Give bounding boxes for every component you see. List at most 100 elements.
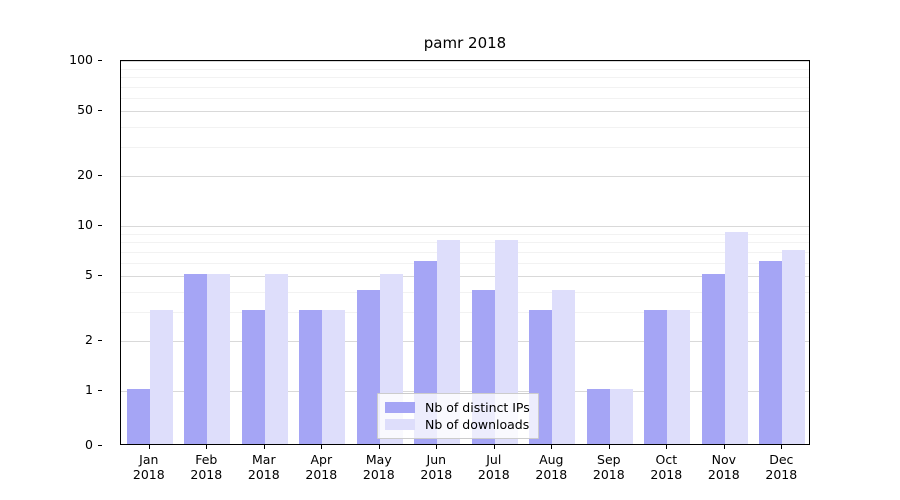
bar	[644, 310, 668, 444]
legend-item-label: Nb of downloads	[425, 416, 530, 432]
x-axis: Jan 2018 Feb 2018 Mar 2018 Apr 2018 May 2018 Jun 20…	[120, 445, 810, 500]
bar	[701, 273, 725, 444]
x-axis-tick-month: Aug	[539, 452, 564, 467]
gridline-minor	[121, 312, 809, 314]
x-axis-tick-label: May 2018	[363, 452, 395, 482]
x-axis-tick-mark	[436, 445, 438, 449]
y-axis-tick-label: 20	[77, 167, 93, 183]
gridline-minor	[121, 262, 809, 264]
y-axis: 0 1 2 5 10 20 50 100	[0, 53, 120, 451]
gridline-minor	[121, 242, 809, 243]
x-axis-tick-year: 2018	[132, 467, 165, 482]
gridline-major	[121, 110, 809, 112]
y-axis-tick-mark	[98, 60, 102, 62]
bar	[552, 289, 576, 444]
x-axis-tick-month: Sep	[597, 452, 621, 467]
bar	[241, 310, 265, 444]
bar	[322, 310, 346, 444]
x-axis-tick-label: Sep 2018	[593, 452, 625, 482]
x-axis-tick-mark	[781, 445, 783, 449]
y-axis-tick-mark	[98, 445, 102, 447]
y-axis-tick-label: 50	[77, 101, 93, 117]
y-axis-tick-mark	[98, 340, 102, 342]
gridline-minor	[121, 68, 809, 70]
x-axis-tick-year: 2018	[362, 467, 395, 482]
x-axis-tick-mark	[551, 445, 553, 449]
gridline-minor	[121, 233, 809, 235]
bar	[356, 289, 380, 444]
x-axis-tick-month: May	[365, 452, 392, 467]
x-axis-tick-mark	[723, 445, 725, 449]
bar	[586, 389, 610, 444]
gridline-major	[121, 226, 809, 227]
x-axis-tick-month: Mar	[252, 452, 276, 467]
chart-title: pamr 2018	[423, 34, 507, 52]
x-axis-tick-year: 2018	[592, 467, 625, 482]
chart-legend: Nb of distinct IPs Nb of downloads	[377, 393, 539, 439]
x-axis-tick-label: Jun 2018	[420, 452, 452, 482]
x-axis-tick-year: 2018	[707, 467, 740, 482]
y-axis-tick-label: 100	[69, 52, 93, 67]
y-axis-tick-label: 2	[85, 332, 93, 348]
x-axis-tick-label: Nov 2018	[708, 452, 740, 482]
legend-item-label: Nb of distinct IPs	[425, 399, 530, 415]
x-axis-tick-mark	[206, 445, 208, 449]
x-axis-tick-label: Aug 2018	[535, 452, 567, 482]
y-axis-tick-mark	[98, 390, 102, 392]
x-axis-tick-month: Oct	[655, 452, 678, 467]
x-axis-tick-label: Jan 2018	[133, 452, 165, 482]
x-axis-tick-year: 2018	[247, 467, 280, 482]
gridline-minor	[121, 97, 809, 99]
gridline-minor	[121, 251, 809, 253]
x-axis-tick-year: 2018	[477, 467, 510, 482]
x-axis-tick-month: Apr	[310, 452, 333, 467]
gridline-major	[121, 391, 809, 392]
gridline-major	[121, 341, 809, 343]
x-axis-tick-mark	[608, 445, 610, 449]
x-axis-tick-month: Nov	[711, 452, 736, 467]
x-axis-tick-label: Oct 2018	[650, 452, 682, 482]
y-axis-tick-label: 5	[85, 266, 93, 282]
x-axis-tick-year: 2018	[420, 467, 453, 482]
bar	[149, 310, 173, 444]
x-axis-tick-month: Jul	[486, 452, 502, 467]
bars-layer	[121, 61, 809, 444]
x-axis-tick-year: 2018	[535, 467, 568, 482]
bar	[724, 231, 748, 444]
gridline-minor	[121, 126, 809, 128]
x-axis-tick-mark	[263, 445, 265, 449]
x-axis-tick-month: Feb	[195, 452, 218, 467]
bar	[782, 249, 806, 444]
gridline-minor	[121, 77, 809, 78]
x-axis-tick-mark	[148, 445, 150, 449]
bar	[207, 273, 231, 444]
x-axis-tick-mark	[378, 445, 380, 449]
x-axis-tick-year: 2018	[765, 467, 798, 482]
x-axis-tick-month: Dec	[769, 452, 794, 467]
y-axis-tick-label: 10	[77, 217, 93, 232]
legend-item[interactable]: Nb of downloads	[385, 416, 530, 433]
x-axis-tick-year: 2018	[190, 467, 223, 482]
gridline-major	[121, 275, 809, 277]
x-axis-tick-label: Dec 2018	[765, 452, 797, 482]
y-axis-tick-label: 1	[85, 382, 93, 397]
bar	[299, 310, 323, 444]
x-axis-tick-mark	[321, 445, 323, 449]
bar	[609, 389, 633, 444]
gridline-major	[121, 176, 809, 178]
bar	[667, 310, 691, 444]
x-axis-tick-label: Mar 2018	[248, 452, 280, 482]
x-axis-tick-mark	[493, 445, 495, 449]
bar	[759, 260, 783, 444]
y-axis-tick-mark	[98, 274, 102, 276]
x-axis-tick-year: 2018	[305, 467, 338, 482]
x-axis-tick-mark	[666, 445, 668, 449]
x-axis-tick-label: Feb 2018	[190, 452, 222, 482]
y-axis-tick-mark	[98, 175, 102, 177]
bar	[184, 273, 208, 444]
gridline-major	[121, 61, 809, 62]
y-axis-tick-mark	[98, 109, 102, 111]
legend-item[interactable]: Nb of distinct IPs	[385, 399, 530, 416]
y-axis-tick-label: 0	[85, 437, 93, 452]
